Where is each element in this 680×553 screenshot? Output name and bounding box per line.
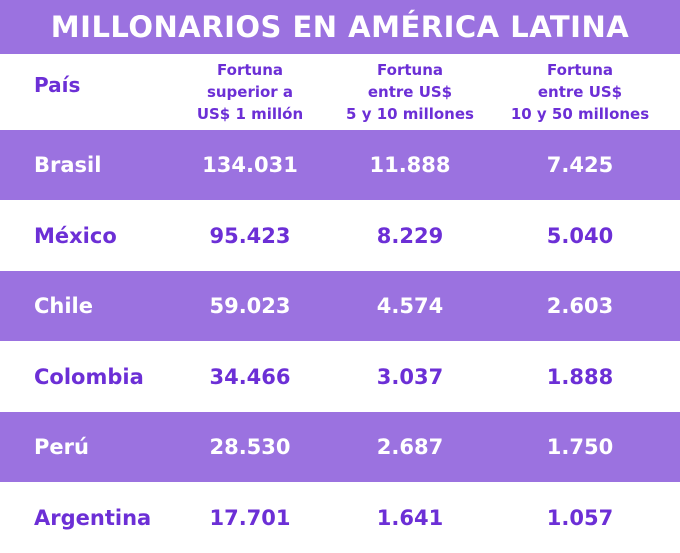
10-50m-cell: 1.057 xyxy=(546,505,614,530)
country-cell: Perú xyxy=(34,435,89,459)
chart-title: MILLONARIOS EN AMÉRICA LATINA xyxy=(50,10,630,44)
5-10m-cell: 11.888 xyxy=(369,153,451,177)
5-10m-cell: 1.641 xyxy=(376,505,444,530)
5-10m-cell: 4.574 xyxy=(376,294,444,318)
column-header-5-10m-label: Fortuna entre US$ 5 y 10 millones xyxy=(346,61,474,123)
table-row: Perú 28.530 2.687 1.750 xyxy=(0,412,680,482)
column-header-country-label: País xyxy=(34,73,81,97)
over-1m-cell: 17.701 xyxy=(209,505,291,530)
5-10m-cell: 2.687 xyxy=(376,435,444,459)
10-50m-cell: 1.888 xyxy=(546,364,614,389)
over-1m-cell: 95.423 xyxy=(209,223,291,248)
column-header-5-10m: Fortuna entre US$ 5 y 10 millones xyxy=(330,54,490,130)
over-1m-cell: 134.031 xyxy=(202,153,298,177)
country-cell: México xyxy=(34,223,117,248)
table-row: México 95.423 8.229 5.040 xyxy=(0,200,680,271)
column-header-10-50m: Fortuna entre US$ 10 y 50 millones xyxy=(490,54,670,130)
country-cell: Argentina xyxy=(34,505,152,530)
country-cell: Chile xyxy=(34,294,94,318)
over-1m-cell: 59.023 xyxy=(209,294,291,318)
country-cell: Colombia xyxy=(34,364,144,389)
table-row: Argentina 17.701 1.641 1.057 xyxy=(0,482,680,553)
country-cell: Brasil xyxy=(34,153,102,177)
title-bar: MILLONARIOS EN AMÉRICA LATINA xyxy=(0,0,680,54)
table-row: Brasil 134.031 11.888 7.425 xyxy=(0,130,680,200)
table-row: Chile 59.023 4.574 2.603 xyxy=(0,271,680,341)
header-row: País Fortuna superior a US$ 1 millón For… xyxy=(0,54,680,130)
10-50m-cell: 2.603 xyxy=(546,294,614,318)
10-50m-cell: 5.040 xyxy=(546,223,614,248)
10-50m-cell: 7.425 xyxy=(546,153,614,177)
over-1m-cell: 28.530 xyxy=(209,435,291,459)
5-10m-cell: 8.229 xyxy=(376,223,444,248)
over-1m-cell: 34.466 xyxy=(209,364,291,389)
column-header-10-50m-label: Fortuna entre US$ 10 y 50 millones xyxy=(510,61,650,123)
column-header-over-1m-label: Fortuna superior a US$ 1 millón xyxy=(196,61,304,123)
table-row: Colombia 34.466 3.037 1.888 xyxy=(0,341,680,412)
column-header-over-1m: Fortuna superior a US$ 1 millón xyxy=(170,54,330,130)
10-50m-cell: 1.750 xyxy=(546,435,614,459)
5-10m-cell: 3.037 xyxy=(376,364,444,389)
column-header-country: País xyxy=(0,54,170,130)
